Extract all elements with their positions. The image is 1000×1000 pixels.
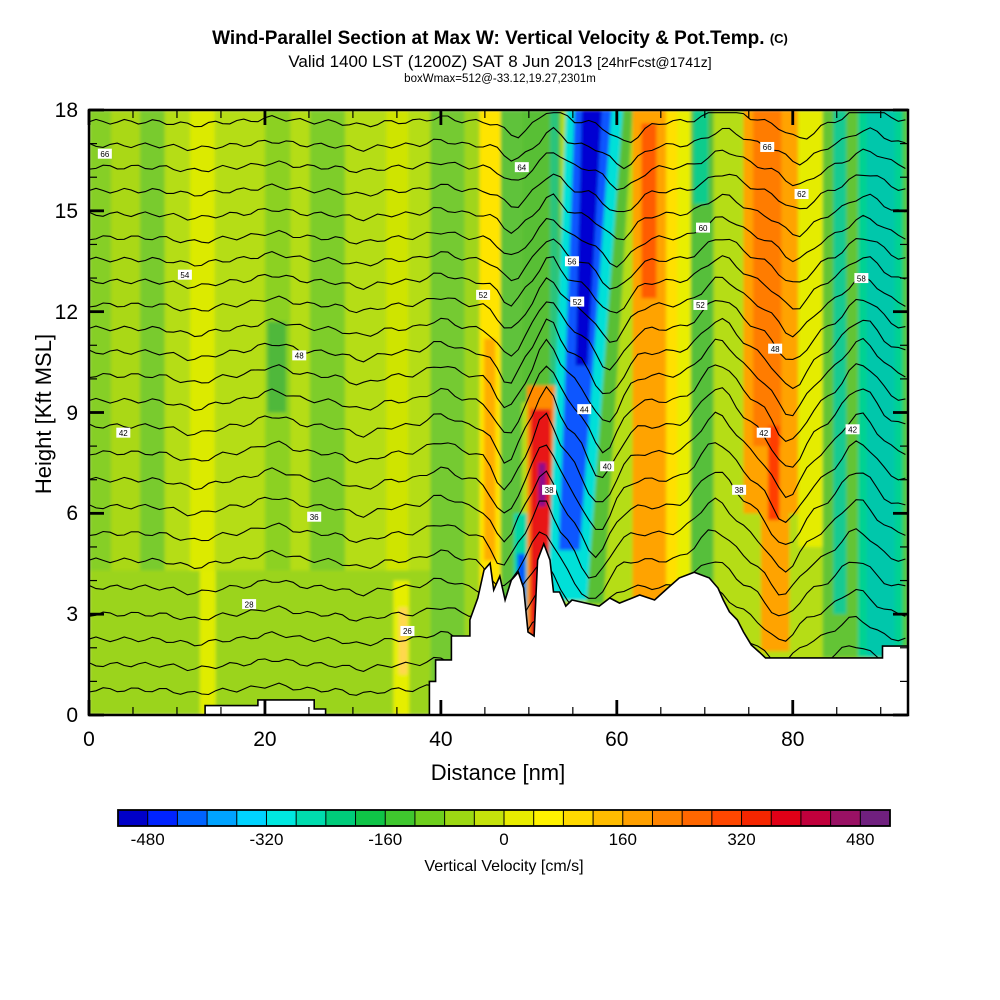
contour-label: 26	[403, 627, 412, 636]
x-tick-label: 20	[253, 728, 277, 751]
colorbar-tick-label: 320	[727, 830, 756, 849]
colorbar-tick-label: -160	[368, 830, 403, 849]
contour-label-box	[696, 222, 711, 233]
contour-label-box	[577, 404, 592, 415]
contour-label-box	[854, 273, 869, 284]
contour-label: 66	[763, 143, 772, 152]
x-tick-label: 0	[83, 728, 95, 751]
contour-label-box	[514, 162, 529, 173]
contour-label: 28	[245, 600, 254, 609]
x-tick-label: 60	[605, 728, 629, 751]
contour-label: 42	[759, 429, 768, 438]
contour-label: 56	[568, 257, 577, 266]
contour-label: 60	[699, 224, 708, 233]
y-tick-label: 12	[54, 300, 78, 324]
contour-label-box	[307, 511, 322, 522]
y-tick-label: 9	[66, 401, 78, 425]
y-tick-label: 15	[54, 199, 78, 223]
contour-label-box	[242, 599, 257, 610]
contour-label-box	[600, 461, 615, 472]
title-text: Wind-Parallel Section at Max W: Vertical…	[212, 28, 765, 49]
contour-label-box	[177, 269, 192, 280]
y-tick-label: 0	[66, 704, 78, 727]
y-tick-label: 6	[66, 502, 78, 526]
contour-label: 66	[100, 150, 109, 159]
contour-label-box	[693, 299, 708, 310]
axis-ticks	[87, 108, 908, 717]
contour-label-box	[116, 427, 131, 438]
colorbar	[117, 809, 891, 827]
forecast-tag: [24hrFcst@1741z]	[597, 54, 712, 70]
contour-label: 52	[479, 291, 488, 300]
contour-label: 48	[771, 345, 780, 354]
colorbar-tick-label: 160	[608, 830, 637, 849]
contour-label: 38	[735, 486, 744, 495]
contour-label: 52	[696, 301, 705, 310]
contour-label: 44	[580, 405, 589, 414]
run-info: boxWmax=512@-33.12,19.27,2301m	[404, 73, 596, 85]
contour-label-box	[768, 343, 783, 354]
contour-label-box	[542, 484, 557, 495]
contour-label: 48	[295, 352, 304, 361]
contour-label: 62	[797, 190, 806, 199]
y-tick-label: 3	[66, 603, 78, 627]
contour-label: 42	[119, 429, 128, 438]
y-tick-label: 18	[54, 99, 78, 122]
valid-time-text: Valid 1400 LST (1200Z) SAT 8 Jun 2013	[288, 52, 593, 71]
contour-label: 58	[857, 274, 866, 283]
valid-time-subtitle: Valid 1400 LST (1200Z) SAT 8 Jun 2013 [2…	[0, 52, 1000, 72]
page-title: Wind-Parallel Section at Max W: Vertical…	[0, 28, 1000, 50]
contour-label: 40	[603, 462, 612, 471]
contour-label-box	[476, 289, 491, 300]
contour-label-box	[564, 256, 579, 267]
colorbar-tick-label: -480	[130, 830, 165, 849]
contour-label: 42	[848, 426, 857, 435]
contour-label-box	[292, 350, 307, 361]
contour-label-box	[756, 427, 771, 438]
title-unit: (C)	[769, 31, 788, 46]
contour-label-box	[845, 424, 860, 435]
contour-label: 38	[545, 486, 554, 495]
contour-label-box	[570, 296, 585, 307]
contour-label-box	[732, 484, 747, 495]
x-tick-label: 40	[429, 728, 453, 751]
terrain-silhouette	[428, 541, 908, 715]
colorbar-tick-label: 480	[846, 830, 875, 849]
contour-label: 64	[517, 163, 526, 172]
contour-label: 54	[180, 271, 189, 280]
colorbar-caption: Vertical Velocity [cm/s]	[424, 858, 584, 875]
contour-label-box	[760, 141, 775, 152]
x-tick-label: 80	[781, 728, 805, 751]
contour-label-box	[794, 189, 809, 200]
x-axis-label: Distance [nm]	[430, 760, 566, 785]
colorbar-tick-label: 0	[499, 830, 509, 849]
contour-label-box	[97, 148, 112, 159]
colorbar-tick-label: -320	[249, 830, 284, 849]
contour-label: 52	[573, 298, 582, 307]
contour-label-box	[400, 625, 415, 636]
contour-label: 36	[310, 513, 319, 522]
